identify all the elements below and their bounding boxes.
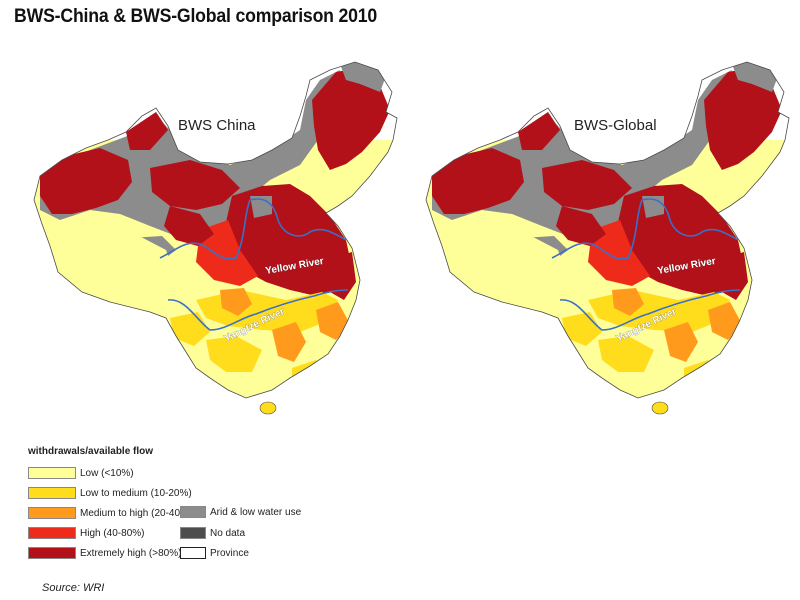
map-region — [164, 206, 214, 246]
yangtze-river-line — [559, 289, 741, 331]
map-region — [718, 252, 748, 300]
map-label-bws-china: BWS China — [178, 117, 256, 134]
map-region — [196, 220, 258, 286]
map-region — [312, 68, 390, 170]
legend-item-arid: Arid & low water use — [180, 505, 301, 519]
map-region — [704, 68, 782, 170]
map-region — [738, 334, 754, 374]
legend-swatch-extremely-high — [28, 547, 76, 559]
map-region — [642, 226, 722, 284]
legend-title: withdrawals/available flow — [28, 446, 154, 457]
legend-swatch-medium-high — [28, 507, 76, 519]
source-note: Source: WRI — [42, 582, 105, 594]
legend-swatch-no-data — [180, 527, 206, 539]
map-region — [272, 322, 306, 362]
yellow-river-line — [551, 198, 739, 260]
map-region — [452, 226, 572, 310]
legend-label-province: Province — [210, 547, 249, 559]
map-region — [316, 302, 350, 340]
legend-item-province: Province — [180, 546, 249, 560]
map-region — [220, 288, 252, 316]
map-region — [708, 302, 742, 340]
map-region — [346, 334, 362, 374]
legend-item-low-medium: Low to medium (10-20%) — [28, 486, 192, 500]
legend-item-high: High (40-80%) — [28, 526, 144, 540]
legend-swatch-province — [180, 547, 206, 559]
map-bws-global — [425, 61, 790, 415]
map-label-bws-global: BWS-Global — [574, 117, 657, 134]
legend-swatch-high — [28, 527, 76, 539]
legend-item-low: Low (<10%) — [28, 466, 134, 480]
legend-label-medium-high: Medium to high (20-40%) — [80, 507, 193, 519]
legend-item-no-data: No data — [180, 526, 245, 540]
map-region — [542, 160, 632, 210]
map-region — [664, 322, 698, 362]
legend-swatch-arid — [180, 506, 206, 518]
legend-label-arid: Arid & low water use — [210, 506, 302, 518]
legend-label-low: Low (<10%) — [80, 467, 134, 479]
map-region — [206, 336, 262, 372]
hainan-island — [259, 401, 277, 415]
map-region — [588, 220, 650, 286]
map-region — [126, 112, 168, 150]
map-region — [598, 336, 654, 372]
legend-label-high: High (40-80%) — [80, 527, 145, 539]
legend-label-low-medium: Low to medium (10-20%) — [80, 487, 192, 499]
map-region — [326, 252, 356, 300]
legend-item-extremely-high: Extremely high (>80%) — [28, 546, 181, 560]
yangtze-river-line — [167, 289, 349, 331]
map-bws-china — [33, 61, 398, 415]
map-region — [60, 226, 180, 310]
map-region — [612, 288, 644, 316]
legend-item-medium-high: Medium to high (20-40%) — [28, 506, 192, 520]
legend-label-extremely-high: Extremely high (>80%) — [80, 547, 182, 559]
legend: withdrawals/available flow Low (<10%) Lo… — [28, 446, 428, 576]
map-region — [432, 148, 524, 214]
figure-title: BWS-China & BWS-Global comparison 2010 — [14, 6, 378, 27]
yellow-river-line — [159, 198, 347, 260]
map-region — [150, 160, 240, 210]
legend-swatch-low-medium — [28, 487, 76, 499]
hainan-island — [651, 401, 669, 415]
map-region — [556, 206, 606, 246]
map-region — [40, 148, 132, 214]
map-region — [518, 112, 560, 150]
legend-swatch-low — [28, 467, 76, 479]
legend-label-no-data: No data — [210, 527, 246, 539]
